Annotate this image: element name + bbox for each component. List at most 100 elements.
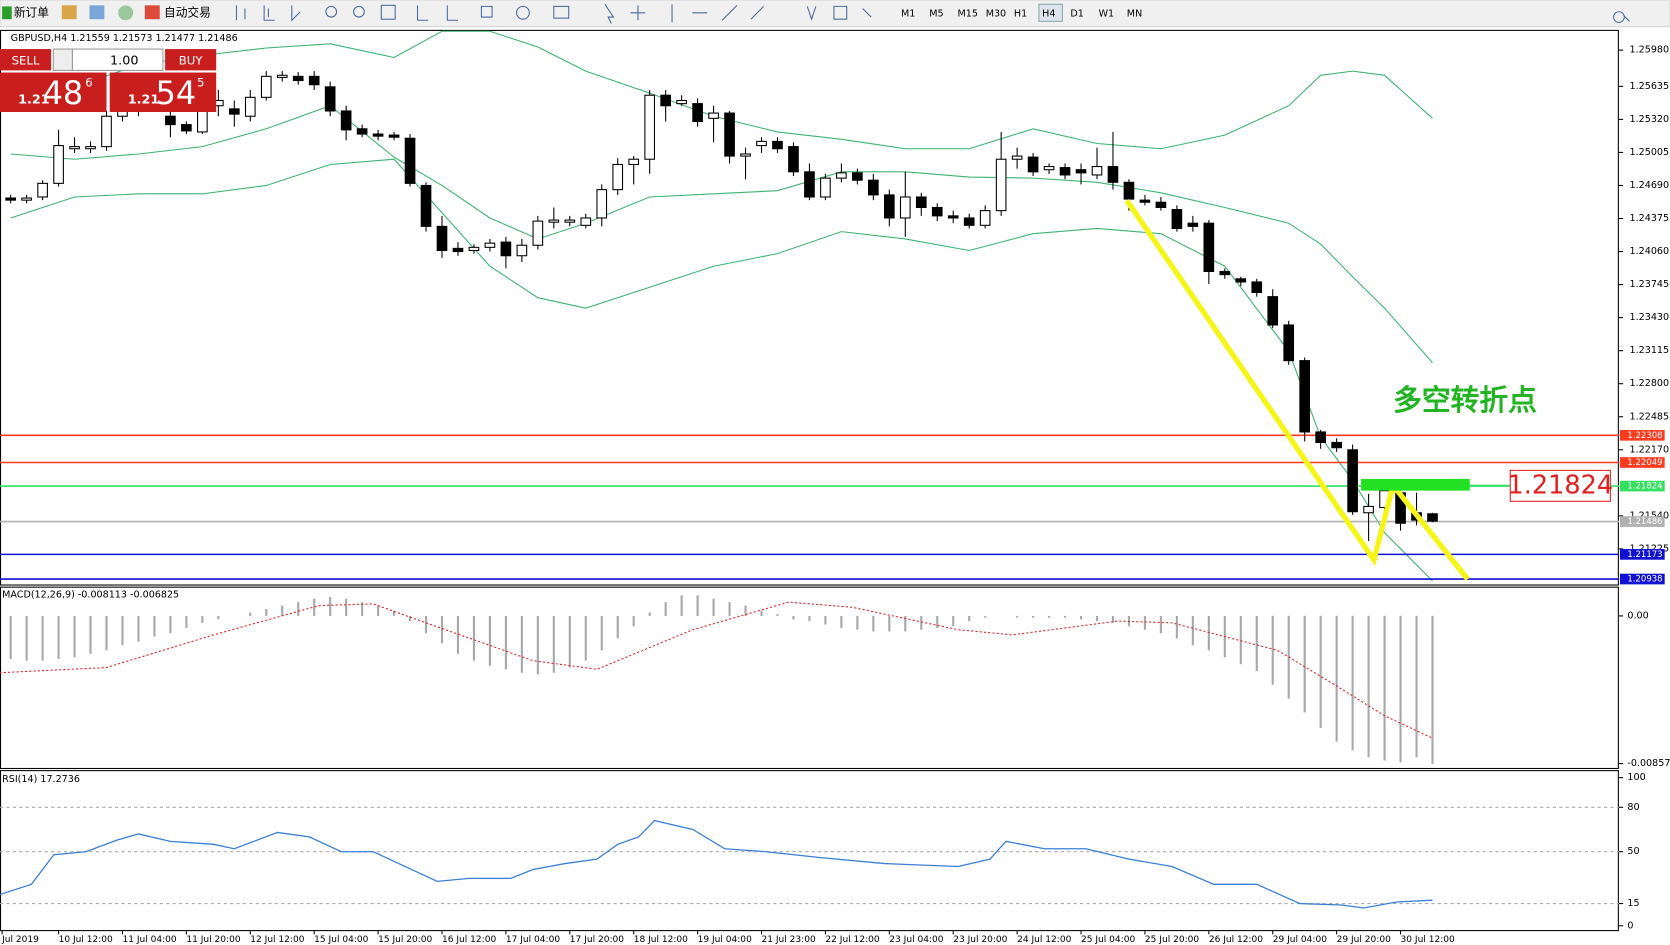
candle-body bbox=[516, 244, 528, 257]
candle-body bbox=[324, 86, 336, 112]
y-tick-label: 0 bbox=[1627, 920, 1633, 931]
macd-label: MACD(12,26,9) -0.008113 -0.006825 bbox=[2, 590, 179, 601]
candle-body bbox=[1187, 222, 1199, 227]
sell-label: SELL bbox=[12, 53, 40, 67]
candle-body bbox=[1107, 166, 1119, 183]
candle-body bbox=[1043, 166, 1055, 171]
candle-body bbox=[1283, 324, 1295, 362]
new-order-button[interactable]: 新订单 bbox=[2, 5, 49, 19]
ask-box[interactable] bbox=[109, 72, 217, 112]
new-order-label: 新订单 bbox=[14, 5, 49, 19]
candle-body bbox=[500, 241, 512, 257]
candle-body bbox=[1027, 156, 1039, 173]
candle-body bbox=[995, 158, 1007, 212]
tile[interactable] bbox=[380, 4, 396, 20]
chart-type-icons[interactable] bbox=[235, 5, 301, 22]
y-tick-label: 1.23115 bbox=[1630, 345, 1670, 356]
level-tag bbox=[1619, 429, 1665, 441]
timeframe-button[interactable]: M15 bbox=[957, 8, 977, 19]
candle-body bbox=[692, 103, 703, 122]
candle-body bbox=[1347, 449, 1358, 513]
bid-big: 1.21 bbox=[18, 93, 49, 108]
candle-body bbox=[292, 75, 304, 82]
candle-body bbox=[1011, 155, 1023, 160]
candle-body bbox=[564, 219, 576, 223]
bid-pips: 48 bbox=[43, 74, 84, 112]
timeframe-button[interactable]: MN bbox=[1127, 8, 1142, 19]
tool-icons bbox=[235, 3, 1630, 24]
icon[interactable] bbox=[118, 5, 134, 21]
timeframe-button[interactable]: M5 bbox=[929, 8, 943, 19]
trade-panel: SELL 1.00 BUY 1.21 48 6 1.21 54 5 bbox=[0, 48, 217, 112]
timeframe-button[interactable]: W1 bbox=[1099, 8, 1115, 19]
icon[interactable] bbox=[61, 5, 77, 20]
timeframe-button[interactable]: M1 bbox=[901, 8, 915, 19]
candle-body bbox=[644, 94, 656, 160]
level-tag-label: 1.21824 bbox=[1627, 482, 1662, 492]
auto-trading-button[interactable]: 自动交易 bbox=[144, 5, 211, 19]
periods[interactable] bbox=[516, 5, 530, 20]
level-tag-label: 1.22308 bbox=[1627, 431, 1662, 441]
bollinger-middle bbox=[10, 105, 1433, 364]
time-label: 18 Jul 12:00 bbox=[634, 935, 688, 945]
candle-body bbox=[836, 172, 847, 179]
candle-body bbox=[1427, 513, 1438, 522]
zoom-out[interactable] bbox=[353, 5, 365, 18]
candle-body bbox=[1331, 441, 1342, 449]
y-tick-label: 1.22485 bbox=[1630, 411, 1670, 422]
candle-body bbox=[1155, 201, 1167, 209]
candle-body bbox=[69, 146, 80, 150]
candle-body bbox=[388, 134, 400, 138]
candle-body bbox=[548, 219, 560, 223]
timeframe-button[interactable]: D1 bbox=[1070, 8, 1083, 19]
rsi-pane-border bbox=[0, 770, 1619, 932]
candle-body bbox=[868, 179, 879, 196]
candle-body bbox=[676, 99, 687, 105]
timeframe-button[interactable]: H1 bbox=[1014, 8, 1027, 19]
time-label: 23 Jul 20:00 bbox=[953, 935, 1007, 945]
price-pane-border bbox=[0, 29, 1619, 586]
candle-body bbox=[979, 210, 991, 226]
y-tick-label: 1.25005 bbox=[1630, 147, 1670, 158]
zoom-in[interactable] bbox=[325, 5, 338, 18]
y-tick-label: 1.25635 bbox=[1630, 81, 1670, 92]
y-tick-label: 1.22800 bbox=[1630, 378, 1670, 389]
scroll-icons[interactable] bbox=[416, 5, 493, 21]
candle-body bbox=[947, 215, 959, 219]
level-tag bbox=[1619, 549, 1665, 560]
candle-body bbox=[1171, 209, 1183, 229]
candle-body bbox=[915, 196, 927, 209]
templates[interactable] bbox=[553, 5, 570, 19]
buy-button[interactable] bbox=[165, 49, 217, 71]
price-callout: 1.21824 bbox=[1507, 470, 1613, 500]
candle-body bbox=[628, 158, 640, 166]
y-tick-label: 15 bbox=[1627, 898, 1639, 909]
time-label: 25 Jul 04:00 bbox=[1081, 935, 1135, 945]
drawing-tools[interactable] bbox=[604, 3, 1630, 24]
candle-body bbox=[1203, 222, 1215, 273]
sell-button[interactable] bbox=[0, 49, 52, 71]
timeframe-button[interactable]: M30 bbox=[986, 8, 1006, 19]
time-label: 29 Jul 20:00 bbox=[1337, 935, 1391, 945]
candle-body bbox=[596, 189, 608, 219]
time-label: 21 Jul 23:00 bbox=[762, 935, 816, 945]
timeframe-button[interactable]: H4 bbox=[1042, 8, 1055, 19]
bid-box[interactable] bbox=[0, 72, 107, 112]
time-label: 17 Jul 04:00 bbox=[506, 935, 560, 945]
lot-input[interactable] bbox=[71, 48, 164, 71]
icon[interactable] bbox=[89, 5, 105, 20]
candle-body bbox=[276, 74, 288, 78]
level-tag bbox=[1619, 516, 1665, 527]
candle-body bbox=[1315, 431, 1326, 443]
candle-body bbox=[899, 196, 911, 219]
y-tick-label: 1.22170 bbox=[1630, 444, 1670, 455]
y-tick-label: 1.21540 bbox=[1630, 510, 1670, 521]
level-tag-label: 1.22049 bbox=[1627, 458, 1662, 468]
lot-spinner[interactable] bbox=[52, 48, 73, 71]
level-tag-label: 1.21486 bbox=[1627, 517, 1662, 527]
time-label: 17 Jul 20:00 bbox=[570, 935, 624, 945]
bid-point: 6 bbox=[85, 76, 92, 90]
time-label: 23 Jul 04:00 bbox=[889, 935, 943, 945]
y-tick-label: 1.23430 bbox=[1630, 312, 1670, 323]
y-tick-label: 1.24375 bbox=[1630, 213, 1670, 224]
